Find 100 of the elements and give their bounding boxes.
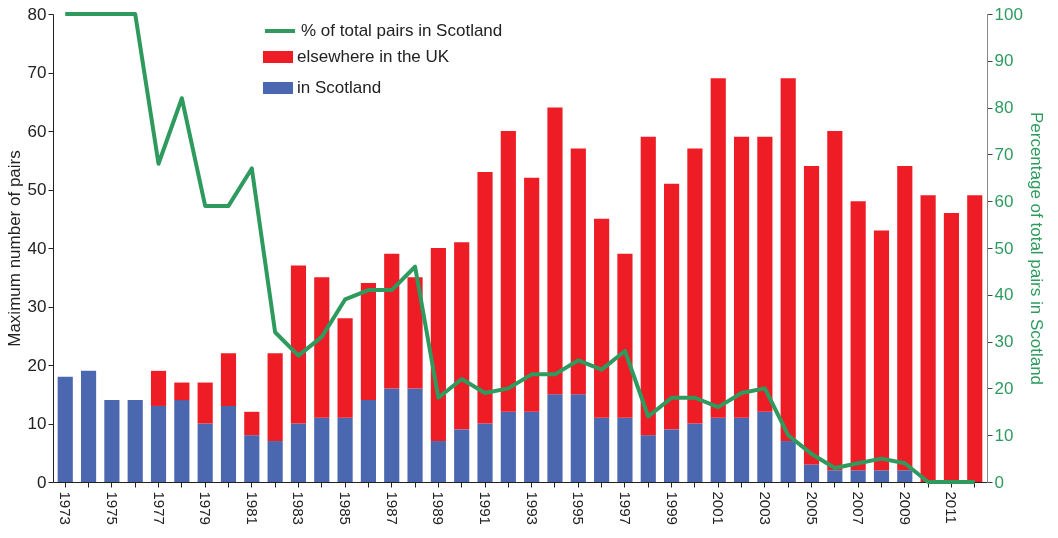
bar — [617, 417, 633, 482]
y2-axis-title: Percentage of total pairs in Scotland — [1026, 111, 1046, 386]
x-tick-label: 2007 — [850, 491, 868, 525]
bar — [710, 417, 726, 482]
bar — [547, 107, 563, 395]
bar — [290, 423, 307, 482]
bar — [664, 183, 680, 430]
bar — [197, 423, 213, 482]
bar — [524, 177, 540, 412]
bar — [897, 470, 913, 482]
bar — [733, 417, 750, 482]
bar — [500, 411, 516, 482]
bar — [127, 400, 143, 482]
x-tick-label: 1973 — [57, 491, 75, 525]
y-tick-label: 80 — [27, 4, 47, 24]
y2-tick-label: 50 — [994, 238, 1014, 258]
line-series — [63, 12, 977, 484]
y2-tick-label: 60 — [994, 191, 1014, 211]
y-tick-label: 10 — [27, 414, 47, 433]
bar — [314, 277, 330, 418]
bar — [337, 417, 353, 482]
bar — [803, 464, 820, 482]
bar — [244, 411, 260, 436]
bar — [873, 470, 890, 482]
x-tick-label: 1989 — [430, 491, 448, 525]
bar — [174, 400, 190, 482]
bar — [780, 78, 796, 442]
bar — [150, 370, 167, 406]
y2-tick-label: 20 — [994, 378, 1014, 398]
bar — [664, 429, 680, 482]
bar — [547, 394, 563, 482]
bar — [570, 148, 586, 395]
bar — [967, 195, 983, 482]
x-tick-label: 2009 — [896, 491, 914, 525]
bar — [57, 376, 73, 482]
x-tick-label: 1975 — [103, 491, 121, 525]
bar — [617, 253, 633, 418]
bar — [827, 131, 843, 471]
bar — [314, 417, 330, 482]
y-tick-label: 20 — [27, 355, 47, 375]
legend-label: elsewhere in the UK — [297, 47, 450, 66]
y2-tick-label: 70 — [994, 144, 1014, 164]
bar — [454, 429, 470, 482]
bar — [197, 382, 213, 424]
bar — [873, 230, 890, 471]
bar — [384, 388, 400, 482]
bar — [244, 435, 260, 482]
bar — [220, 405, 237, 482]
y2-tick-label: 80 — [994, 98, 1014, 118]
bar — [594, 218, 610, 418]
bar — [220, 353, 237, 406]
y-tick-label: 70 — [27, 63, 47, 82]
bar — [710, 78, 726, 418]
bar — [920, 195, 936, 482]
bar — [687, 423, 703, 482]
bar — [150, 405, 167, 482]
bar — [687, 148, 703, 424]
bar — [943, 212, 960, 482]
y2-tick-label: 30 — [994, 332, 1014, 352]
bar — [827, 470, 843, 482]
bar — [757, 411, 773, 482]
bar — [803, 166, 820, 465]
bar — [524, 411, 540, 482]
bar — [733, 136, 750, 418]
bar — [757, 136, 773, 412]
bar — [640, 136, 656, 436]
bar — [337, 318, 353, 418]
bar — [780, 441, 796, 482]
x-tick-label: 1997 — [616, 491, 634, 525]
bar — [640, 435, 656, 482]
bar — [430, 441, 446, 482]
x-tick-label: 1991 — [477, 491, 495, 525]
x-tick-label: 1979 — [197, 491, 215, 525]
x-tick-label: 1995 — [570, 491, 588, 525]
y2-tick-label: 90 — [994, 51, 1014, 71]
y-axis-title: Maximum number of pairs — [4, 150, 24, 347]
bar — [290, 265, 307, 424]
x-tick-label: 1985 — [337, 491, 355, 525]
bar — [267, 353, 283, 442]
bar — [897, 166, 913, 471]
bar — [430, 248, 446, 442]
x-tick-label: 2005 — [803, 491, 821, 525]
x-tick-label: 2011 — [943, 491, 961, 524]
bar — [850, 201, 866, 471]
legend-label: in Scotland — [297, 78, 382, 97]
bar — [80, 370, 97, 482]
y-tick-label: 40 — [27, 238, 47, 258]
bar — [407, 277, 423, 389]
bar — [594, 417, 610, 482]
y2-tick-label: 40 — [994, 285, 1014, 305]
bar — [267, 441, 283, 482]
bar — [360, 400, 376, 482]
bar — [500, 131, 516, 412]
y2-tick-label: 100 — [994, 4, 1023, 24]
y-tick-label: 60 — [27, 121, 47, 141]
y2-tick-label: 10 — [994, 425, 1014, 445]
bar — [384, 253, 400, 389]
bar — [407, 388, 423, 482]
y-tick-label: 0 — [37, 472, 47, 492]
x-tick-label: 1987 — [383, 491, 401, 525]
